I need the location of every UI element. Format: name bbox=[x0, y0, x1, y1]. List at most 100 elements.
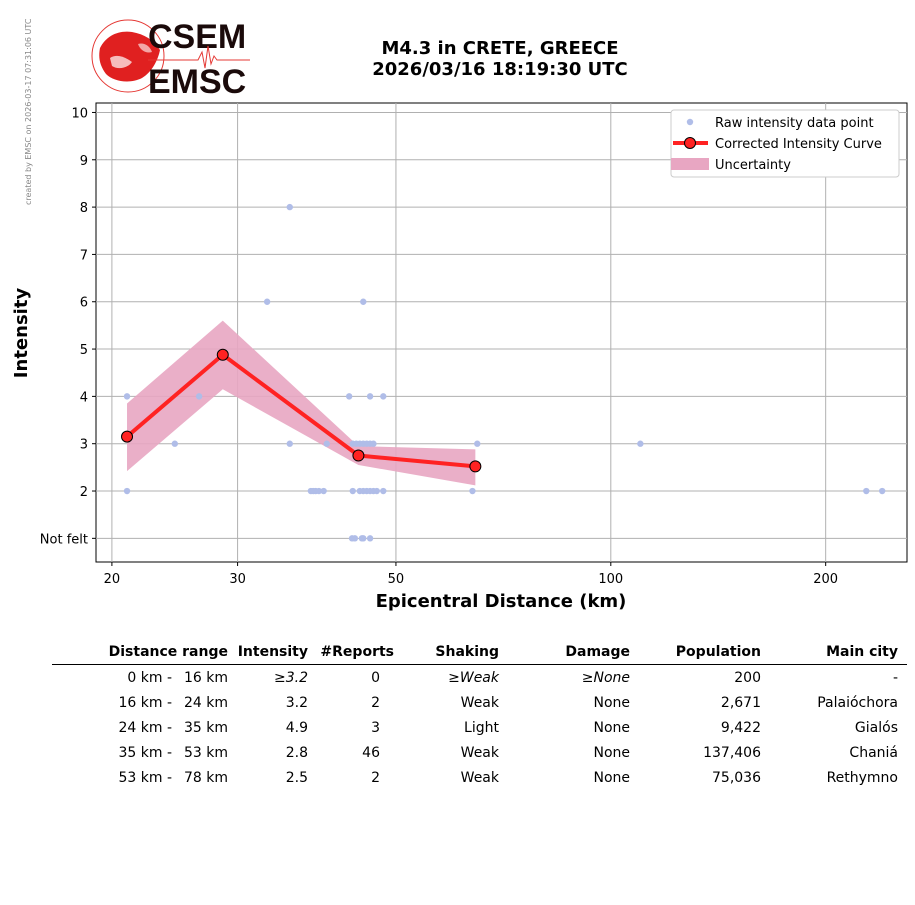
population-cell: 137,406 bbox=[703, 744, 761, 761]
damage-cell: None bbox=[593, 769, 630, 786]
population-cell: 75,036 bbox=[712, 769, 761, 786]
intensity-cell: 4.9 bbox=[285, 719, 308, 736]
raw-data-point bbox=[878, 487, 886, 495]
damage-cell: ≥None bbox=[581, 669, 630, 686]
x-tick-label: 100 bbox=[598, 572, 623, 587]
raw-data-point bbox=[373, 487, 380, 495]
raw-data-point bbox=[366, 393, 374, 400]
damage-cell: None bbox=[593, 694, 630, 711]
shaking-cell: Weak bbox=[460, 744, 499, 761]
raw-data-point bbox=[195, 393, 203, 400]
raw-data-point bbox=[286, 440, 293, 447]
population-cell: 200 bbox=[734, 669, 761, 686]
y-tick-label: 10 bbox=[71, 106, 88, 121]
y-tick-label: Not felt bbox=[40, 532, 88, 547]
raw-data-point bbox=[351, 535, 359, 542]
seismogram-icon bbox=[148, 45, 250, 69]
column-header: Distance range bbox=[108, 644, 228, 660]
curve-point bbox=[469, 460, 482, 473]
reports-cell: 2 bbox=[371, 694, 380, 711]
table-row: 53 km -78 km 2.5 2 Weak None 75,036 Rethymno bbox=[52, 765, 907, 790]
table-body: 0 km -16 km ≥3.2 0 ≥Weak ≥None 200 - 16 km -24 … bbox=[52, 665, 907, 790]
shaking-cell: Light bbox=[464, 719, 499, 736]
axes: 20 30 50 100 200 Not felt 2 3 4 5 6 7 8 9 10 bbox=[40, 106, 838, 587]
intensity-curve bbox=[121, 348, 482, 473]
city-cell: Chaniá bbox=[849, 744, 898, 761]
raw-data-point bbox=[370, 440, 377, 447]
city-cell: Gialós bbox=[854, 719, 898, 736]
raw-data-point bbox=[349, 487, 356, 495]
y-tick-label: 4 bbox=[80, 390, 88, 405]
x-tick-label: 20 bbox=[104, 572, 121, 587]
chart-title-line1: M4.3 in CRETE, GREECE bbox=[381, 38, 619, 59]
europe-map-icon bbox=[99, 31, 160, 82]
column-header: Intensity bbox=[237, 644, 308, 660]
y-tick-label: 8 bbox=[80, 201, 88, 216]
reports-cell: 2 bbox=[371, 769, 380, 786]
raw-data-point bbox=[123, 393, 131, 400]
table-row: 16 km -24 km 3.2 2 Weak None 2,671 Palaióchora bbox=[52, 690, 907, 715]
column-header: Main city bbox=[826, 644, 898, 660]
raw-data-point bbox=[123, 487, 131, 495]
distance-range-cell: 0 km -16 km bbox=[127, 669, 228, 686]
x-tick-label: 30 bbox=[229, 572, 246, 587]
table-row: 35 km -53 km 2.8 46 Weak None 137,406 Chaniá bbox=[52, 740, 907, 765]
raw-data-point bbox=[474, 440, 481, 447]
distance-range-cell: 53 km -78 km bbox=[118, 769, 228, 786]
reports-cell: 3 bbox=[371, 719, 380, 736]
table-header: Distance range Intensity #Reports Shaking Da… bbox=[52, 640, 907, 665]
raw-data-point bbox=[286, 203, 293, 211]
raw-data-point bbox=[360, 298, 367, 305]
raw-data-point bbox=[320, 487, 327, 495]
y-tick-label: 2 bbox=[80, 485, 88, 500]
curve-line bbox=[125, 352, 476, 469]
reports-cell: 46 bbox=[362, 744, 380, 761]
chart-title: M4.3 in CRETE, GREECE 2026/03/16 18:19:3… bbox=[300, 38, 700, 80]
raw-data-point bbox=[366, 535, 374, 542]
column-header: #Reports bbox=[320, 644, 394, 660]
intensity-cell: ≥3.2 bbox=[274, 669, 308, 686]
statistics-table: Distance range Intensity #Reports Shaking Da… bbox=[52, 640, 907, 790]
raw-data-point bbox=[863, 487, 870, 495]
y-tick-label: 6 bbox=[80, 296, 88, 311]
raw-data-point bbox=[380, 487, 387, 495]
legend-band-swatch bbox=[671, 158, 709, 170]
legend-label: Uncertainty bbox=[715, 158, 791, 173]
distance-range-cell: 35 km -53 km bbox=[118, 744, 228, 761]
legend-label: Corrected Intensity Curve bbox=[715, 137, 882, 152]
logo-csem: CSEM bbox=[148, 18, 246, 56]
y-axis-label: Intensity bbox=[11, 288, 32, 379]
reports-cell: 0 bbox=[371, 669, 380, 686]
raw-data-point bbox=[315, 487, 323, 495]
column-header: Population bbox=[675, 644, 761, 660]
city-cell: Rethymno bbox=[826, 769, 898, 786]
intensity-cell: 3.2 bbox=[285, 694, 308, 711]
distance-range-cell: 24 km -35 km bbox=[118, 719, 228, 736]
raw-data-point bbox=[263, 298, 271, 305]
x-tick-label: 50 bbox=[388, 572, 405, 587]
raw-points bbox=[123, 203, 886, 542]
column-header: Damage bbox=[565, 644, 630, 660]
y-tick-label: 3 bbox=[80, 438, 88, 453]
raw-data-point bbox=[380, 393, 387, 400]
raw-data-point bbox=[637, 440, 644, 447]
population-cell: 2,671 bbox=[720, 694, 761, 711]
shaking-cell: ≥Weak bbox=[448, 669, 499, 686]
legend-box bbox=[670, 109, 900, 178]
y-tick-label: 5 bbox=[80, 343, 88, 358]
logo-emsc: EMSC bbox=[148, 63, 246, 98]
curve-point bbox=[216, 348, 229, 361]
column-header: Shaking bbox=[435, 644, 499, 660]
raw-data-point bbox=[323, 440, 330, 447]
city-cell: Palaióchora bbox=[817, 694, 898, 711]
distance-range-cell: 16 km -24 km bbox=[118, 694, 228, 711]
raw-data-point bbox=[345, 393, 353, 400]
damage-cell: None bbox=[593, 719, 630, 736]
raw-data-point bbox=[469, 487, 476, 495]
x-tick-label: 200 bbox=[813, 572, 838, 587]
table-row: 24 km -35 km 4.9 3 Light None 9,422 Gialós bbox=[52, 715, 907, 740]
city-cell: - bbox=[892, 669, 898, 686]
table-row: 0 km -16 km ≥3.2 0 ≥Weak ≥None 200 - bbox=[52, 665, 907, 690]
intensity-cell: 2.8 bbox=[285, 744, 308, 761]
chart-title-line2: 2026/03/16 18:19:30 UTC bbox=[372, 59, 628, 80]
